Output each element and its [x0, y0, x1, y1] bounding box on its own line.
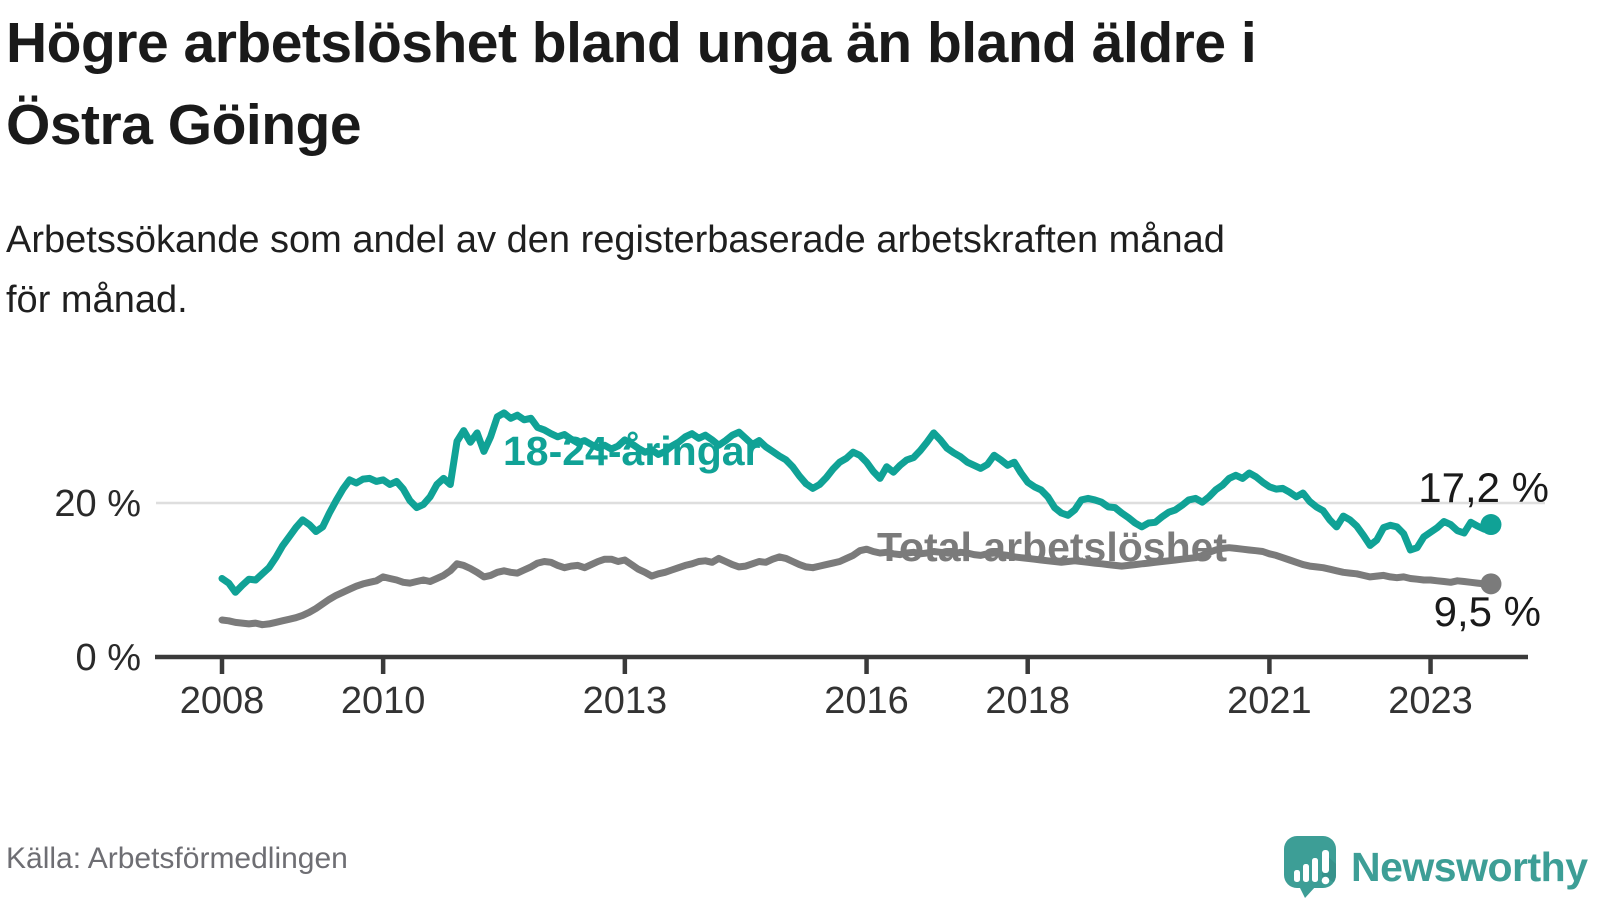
chart-subtitle: Arbetssökande som andel av den registerb… — [6, 219, 1225, 321]
youth-end-value-label: 17,2 % — [1418, 464, 1549, 511]
x-axis-tick-label-2021: 2021 — [1227, 680, 1312, 722]
x-axis-tick-label-2010: 2010 — [341, 680, 426, 722]
brand-name: Newsworthy — [1351, 844, 1588, 890]
x-axis-tick-label-2023: 2023 — [1388, 680, 1473, 722]
logo-exclamation-bar — [1322, 850, 1329, 873]
total-series-end-dot — [1480, 573, 1502, 595]
total-series-label: Total arbetslöshet — [877, 524, 1227, 570]
newsworthy-logo-icon — [1284, 836, 1336, 898]
youth-series-label: 18-24-åringar — [503, 428, 761, 474]
x-axis-tick-label-2018: 2018 — [985, 680, 1070, 722]
total-series-line — [218, 544, 1495, 629]
newsworthy-logo: Newsworthy — [1284, 836, 1588, 899]
youth-series-line — [218, 409, 1495, 596]
logo-bar-large — [1312, 858, 1318, 882]
x-axis-tick-label-2013: 2013 — [583, 680, 668, 722]
logo-bar-medium — [1303, 864, 1309, 882]
y-axis-tick-label-0: 0 % — [76, 637, 141, 679]
chart-title: Högre arbetslöshet bland unga än bland ä… — [6, 11, 1257, 157]
youth-series-end-dot — [1480, 514, 1502, 536]
source-note: Källa: Arbetsförmedlingen — [6, 842, 348, 875]
y-axis-tick-label-20: 20 % — [54, 483, 141, 525]
x-axis-tick-label-2016: 2016 — [824, 680, 909, 722]
logo-exclamation-dot — [1321, 876, 1330, 885]
x-axis-tick-label-2008: 2008 — [180, 680, 265, 722]
total-end-value-label: 9,5 % — [1434, 588, 1541, 635]
logo-bar-small — [1294, 870, 1300, 882]
